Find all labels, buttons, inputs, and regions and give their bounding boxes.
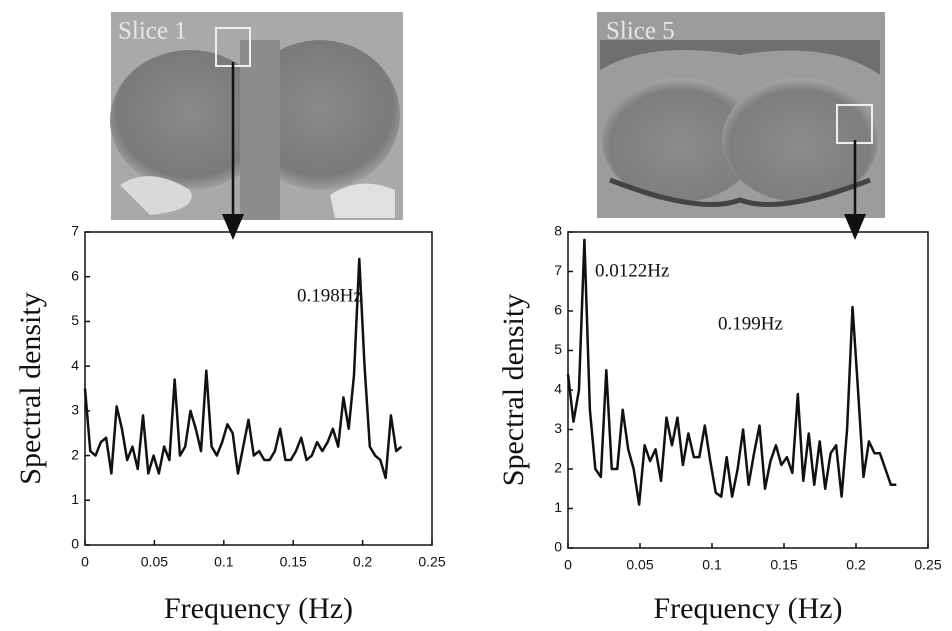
x-tick-label: 0	[564, 557, 572, 573]
image-label: Slice 1	[118, 18, 187, 45]
x-tick-label: 0	[81, 554, 89, 570]
plot-frame	[85, 232, 432, 545]
y-tick-label: 8	[554, 223, 562, 239]
x-tick-label: 0.2	[846, 557, 866, 573]
peak-annotation: 0.198Hz	[297, 285, 362, 306]
y-tick-label: 7	[71, 223, 79, 239]
y-tick-label: 6	[554, 302, 562, 318]
y-tick-label: 0	[71, 536, 79, 552]
y-tick-label: 3	[71, 402, 79, 418]
image-label: Slice 5	[606, 18, 675, 45]
x-axis-label: Frequency (Hz)	[653, 592, 842, 625]
peak-annotation: 0.0122Hz	[595, 260, 669, 281]
y-axis-label: Spectral density	[14, 292, 47, 484]
x-tick-label: 0.15	[770, 557, 797, 573]
x-tick-label: 0.2	[353, 554, 373, 570]
y-tick-label: 1	[554, 499, 562, 515]
y-tick-label: 0	[554, 539, 562, 555]
y-tick-label: 2	[71, 446, 79, 462]
x-tick-label: 0.1	[702, 557, 722, 573]
y-tick-label: 5	[71, 312, 79, 328]
arrow-head	[222, 214, 244, 240]
peak-annotation: 0.199Hz	[718, 313, 783, 334]
y-tick-label: 3	[554, 420, 562, 436]
y-tick-label: 1	[71, 491, 79, 507]
y-tick-label: 7	[554, 262, 562, 278]
y-tick-label: 4	[71, 357, 79, 373]
y-axis-label: Spectral density	[497, 294, 530, 486]
arrow-head	[844, 214, 866, 240]
y-tick-label: 5	[554, 341, 562, 357]
x-tick-label: 0.25	[914, 557, 941, 573]
y-tick-label: 6	[71, 267, 79, 283]
x-tick-label: 0.15	[280, 554, 307, 570]
x-tick-label: 0.05	[626, 557, 653, 573]
x-tick-label: 0.25	[418, 554, 445, 570]
y-tick-label: 2	[554, 460, 562, 476]
x-tick-label: 0.05	[141, 554, 168, 570]
x-axis-label: Frequency (Hz)	[164, 592, 353, 625]
figure: Slice 10123456700.050.10.150.20.250.198H…	[0, 0, 952, 631]
y-tick-label: 4	[554, 381, 562, 397]
x-tick-label: 0.1	[214, 554, 234, 570]
